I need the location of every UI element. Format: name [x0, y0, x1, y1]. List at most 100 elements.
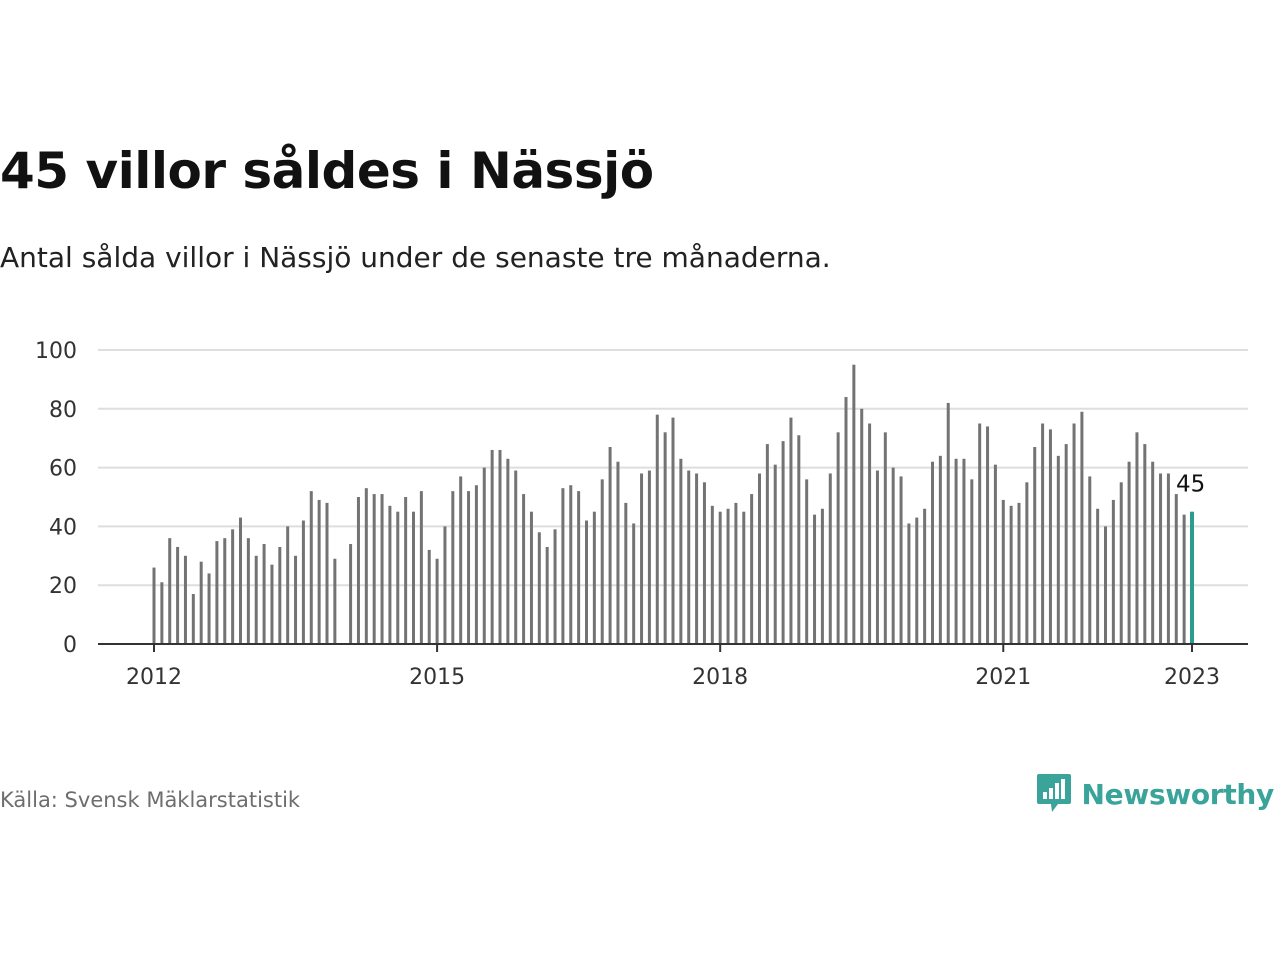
bar: [687, 470, 691, 644]
bar: [160, 582, 164, 644]
bar: [1017, 502, 1021, 644]
bar: [333, 558, 337, 644]
bar: [1033, 447, 1037, 644]
bar: [286, 526, 290, 644]
bar: [647, 470, 651, 644]
y-tick-label: 60: [49, 457, 77, 482]
bar: [773, 464, 777, 644]
bar: [1104, 526, 1107, 644]
bar: [1088, 476, 1092, 644]
bar: [254, 555, 258, 644]
bar: [349, 544, 353, 644]
axes: 0 20 40 60 80 100 2012 2015 2018 2021 2023 45: [35, 339, 1248, 690]
bar: [852, 364, 856, 644]
bar: [396, 511, 400, 644]
bar: [758, 473, 761, 644]
bar: [317, 499, 321, 644]
bar: [970, 479, 974, 644]
bar: [1009, 505, 1013, 644]
bar: [695, 473, 699, 644]
bars: [152, 364, 1194, 644]
bar: [860, 408, 864, 644]
y-tick-label: 40: [49, 515, 77, 540]
bar: [585, 520, 588, 644]
bar: [1166, 473, 1170, 644]
bar: [309, 491, 313, 644]
bar: [1064, 444, 1068, 644]
bar: [435, 558, 439, 644]
x-tick-label: 2018: [692, 665, 748, 690]
bar: [671, 417, 675, 644]
bar: [577, 491, 581, 644]
bar: [412, 511, 415, 644]
bar: [262, 544, 266, 644]
bar-chart: 0 20 40 60 80 100 2012 2015 2018 2021 2023 45: [35, 339, 1248, 690]
bar: [632, 523, 636, 644]
bar: [710, 505, 714, 644]
y-tick-label: 80: [49, 398, 77, 423]
bar: [899, 476, 903, 644]
y-tick-label: 100: [35, 339, 77, 364]
bar: [954, 458, 958, 644]
bar: [592, 511, 596, 644]
bar: [663, 432, 667, 644]
bar: [506, 458, 510, 644]
bar: [427, 549, 431, 644]
x-tick-label: 2015: [409, 665, 465, 690]
bar: [891, 467, 895, 644]
bar: [734, 502, 738, 644]
bar: [207, 573, 211, 644]
bar: [655, 414, 659, 644]
bar: [467, 491, 471, 644]
bar: [1119, 482, 1123, 644]
bar: [1080, 411, 1084, 644]
bar: [183, 555, 187, 644]
bar: [1001, 499, 1005, 644]
bar: [600, 479, 604, 644]
newsworthy-logo-icon: [1036, 774, 1071, 812]
bar: [836, 432, 840, 644]
chart-title: 45 villor såldes i Nässjö: [0, 142, 654, 200]
bar: [789, 417, 793, 644]
bar: [883, 432, 887, 644]
bar: [1174, 494, 1178, 644]
bar: [191, 594, 195, 644]
bar: [356, 497, 360, 644]
bar: [419, 491, 423, 644]
bar: [875, 470, 879, 644]
bar: [978, 423, 982, 644]
bar: [1151, 461, 1155, 644]
bar: [1072, 423, 1076, 644]
bar: [490, 449, 494, 644]
bar: [765, 444, 769, 644]
bar: [459, 476, 463, 644]
bar: [388, 505, 392, 644]
bar: [545, 546, 549, 644]
bar: [364, 488, 368, 644]
bar: [868, 423, 872, 644]
bar: [907, 523, 911, 644]
bar: [325, 502, 329, 644]
bar: [152, 567, 156, 644]
bar: [923, 508, 927, 644]
brand-name: Newsworthy: [1081, 777, 1275, 811]
bar: [474, 485, 478, 644]
bar: [553, 529, 557, 644]
bar: [246, 538, 250, 644]
bar: [946, 402, 950, 644]
bar: [1041, 423, 1045, 644]
bar: [781, 441, 785, 644]
bar: [1096, 508, 1100, 644]
bar: [797, 435, 801, 644]
bar: [742, 511, 746, 644]
y-tick-label: 0: [63, 633, 77, 658]
brand[interactable]: Newsworthy: [1036, 772, 1274, 816]
bar: [231, 529, 235, 644]
bar: [726, 508, 730, 644]
bar: [404, 497, 408, 644]
bar: [270, 564, 274, 644]
bar: [561, 488, 565, 644]
bar: [443, 526, 447, 644]
bar: [931, 461, 934, 644]
bar: [514, 470, 518, 644]
